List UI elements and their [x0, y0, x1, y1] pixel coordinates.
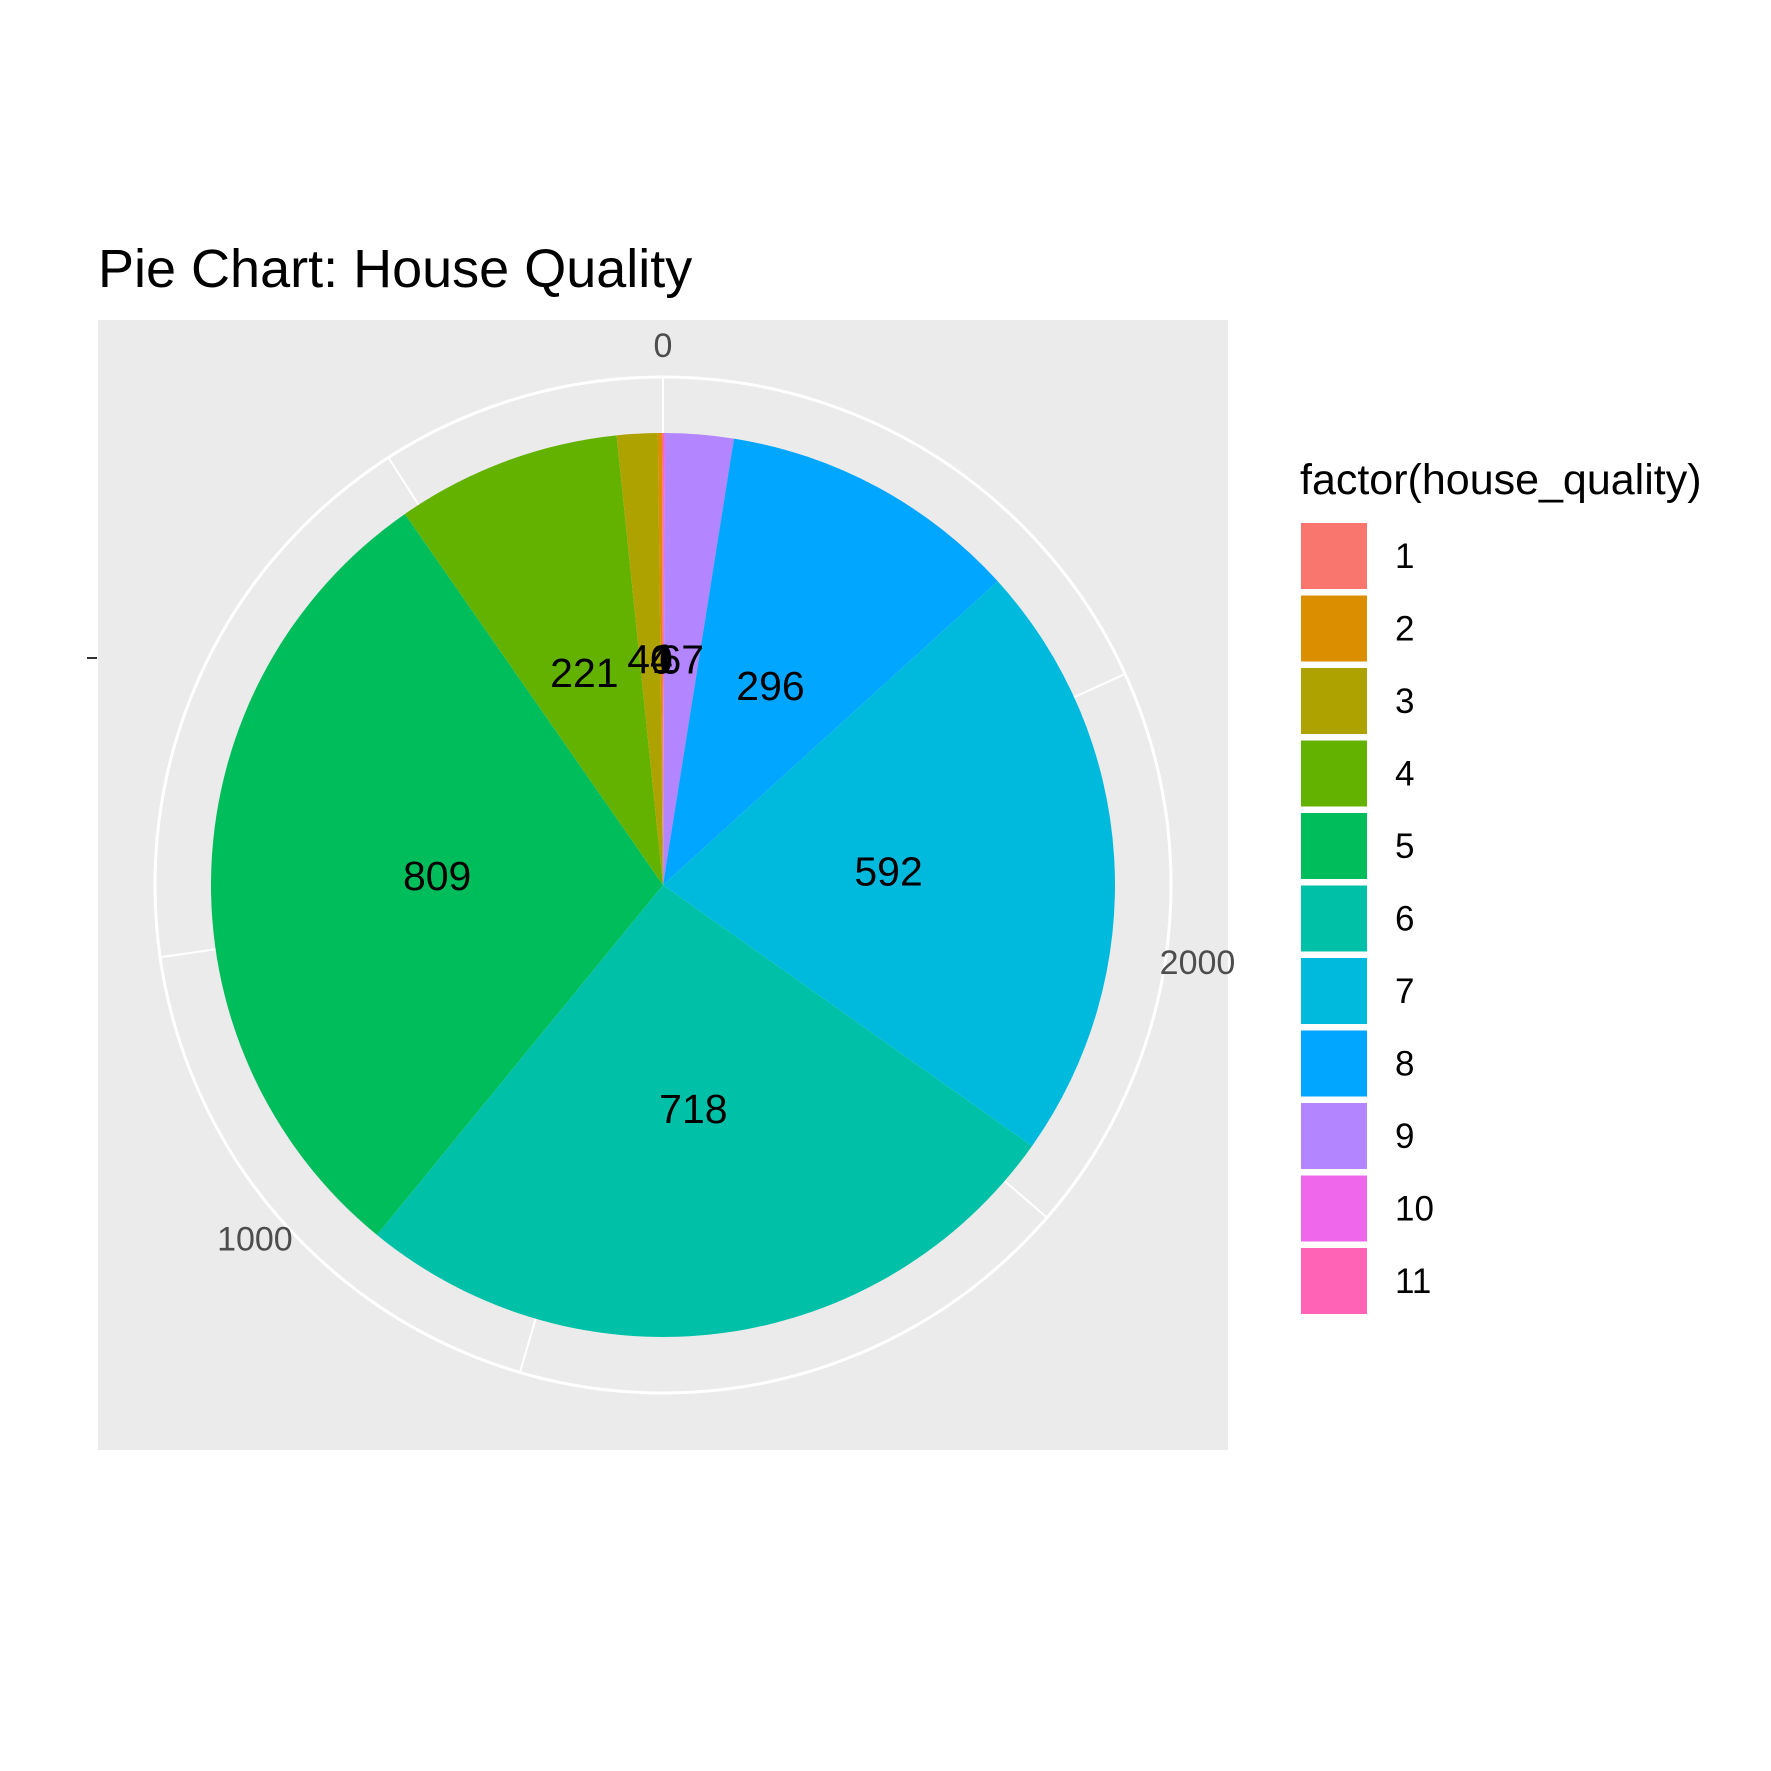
pie-slice-3: [616, 433, 663, 885]
pie-slices: [211, 433, 1115, 1337]
data-label-2: 4: [650, 636, 673, 682]
pie-slice-9: [663, 433, 734, 885]
legend-key-7: [1299, 956, 1369, 1026]
legend: 1 2 3 4 5 6 7 8 9 10 11: [1299, 521, 1434, 1316]
data-label-11: 1: [652, 636, 675, 682]
legend-label-1: 1: [1395, 537, 1414, 576]
theta-tick-label-2000: 2000: [1160, 944, 1236, 982]
theta-tick-label-0: 0: [654, 327, 673, 365]
legend-title: factor(house_quality): [1300, 456, 1702, 504]
legend-key-2: [1299, 593, 1369, 664]
data-label-8: 296: [736, 663, 804, 709]
legend-label-9: 9: [1395, 1117, 1414, 1156]
data-label-1: 1: [651, 636, 674, 682]
legend-label-7: 7: [1395, 972, 1414, 1011]
data-label-7: 592: [854, 848, 922, 894]
legend-key-8: [1299, 1028, 1369, 1099]
theta-axis-ticks: 0 1000 2000: [217, 327, 1235, 1259]
pie-slice-7: [663, 581, 1115, 1147]
data-label-10: 1: [652, 636, 675, 682]
data-label-5: 809: [403, 853, 471, 899]
legend-label-5: 5: [1395, 827, 1414, 866]
legend-key-11: [1299, 1246, 1369, 1316]
data-label-3: 40: [627, 636, 673, 682]
pie-slice-5: [211, 513, 663, 1235]
legend-key-3: [1299, 666, 1369, 736]
chart-title: Pie Chart: House Quality: [98, 239, 692, 299]
legend-label-10: 10: [1395, 1190, 1434, 1229]
pie-slice-1: [661, 433, 663, 885]
legend-label-8: 8: [1395, 1045, 1414, 1084]
pie-slice-6: [376, 885, 1032, 1337]
legend-key-5: [1299, 811, 1369, 881]
pie-slice-10: [663, 433, 666, 885]
legend-label-2: 2: [1395, 610, 1414, 649]
data-label-6: 718: [659, 1086, 727, 1132]
legend-key-4: [1299, 738, 1369, 809]
legend-label-4: 4: [1395, 755, 1414, 794]
pie-slice-8: [663, 438, 998, 885]
theta-tick-label-1000: 1000: [217, 1221, 293, 1259]
legend-key-10: [1299, 1173, 1369, 1244]
legend-label-6: 6: [1395, 900, 1414, 939]
legend-label-11: 11: [1395, 1262, 1431, 1301]
legend-label-3: 3: [1395, 682, 1414, 721]
pie-slice-11: [663, 433, 665, 885]
data-label-4: 221: [550, 650, 618, 696]
data-label-9: 67: [659, 637, 705, 683]
legend-key-9: [1299, 1101, 1369, 1171]
pie-slice-4: [404, 435, 663, 885]
legend-key-6: [1299, 883, 1369, 954]
pie-slice-2: [657, 433, 663, 885]
legend-key-1: [1299, 521, 1369, 591]
